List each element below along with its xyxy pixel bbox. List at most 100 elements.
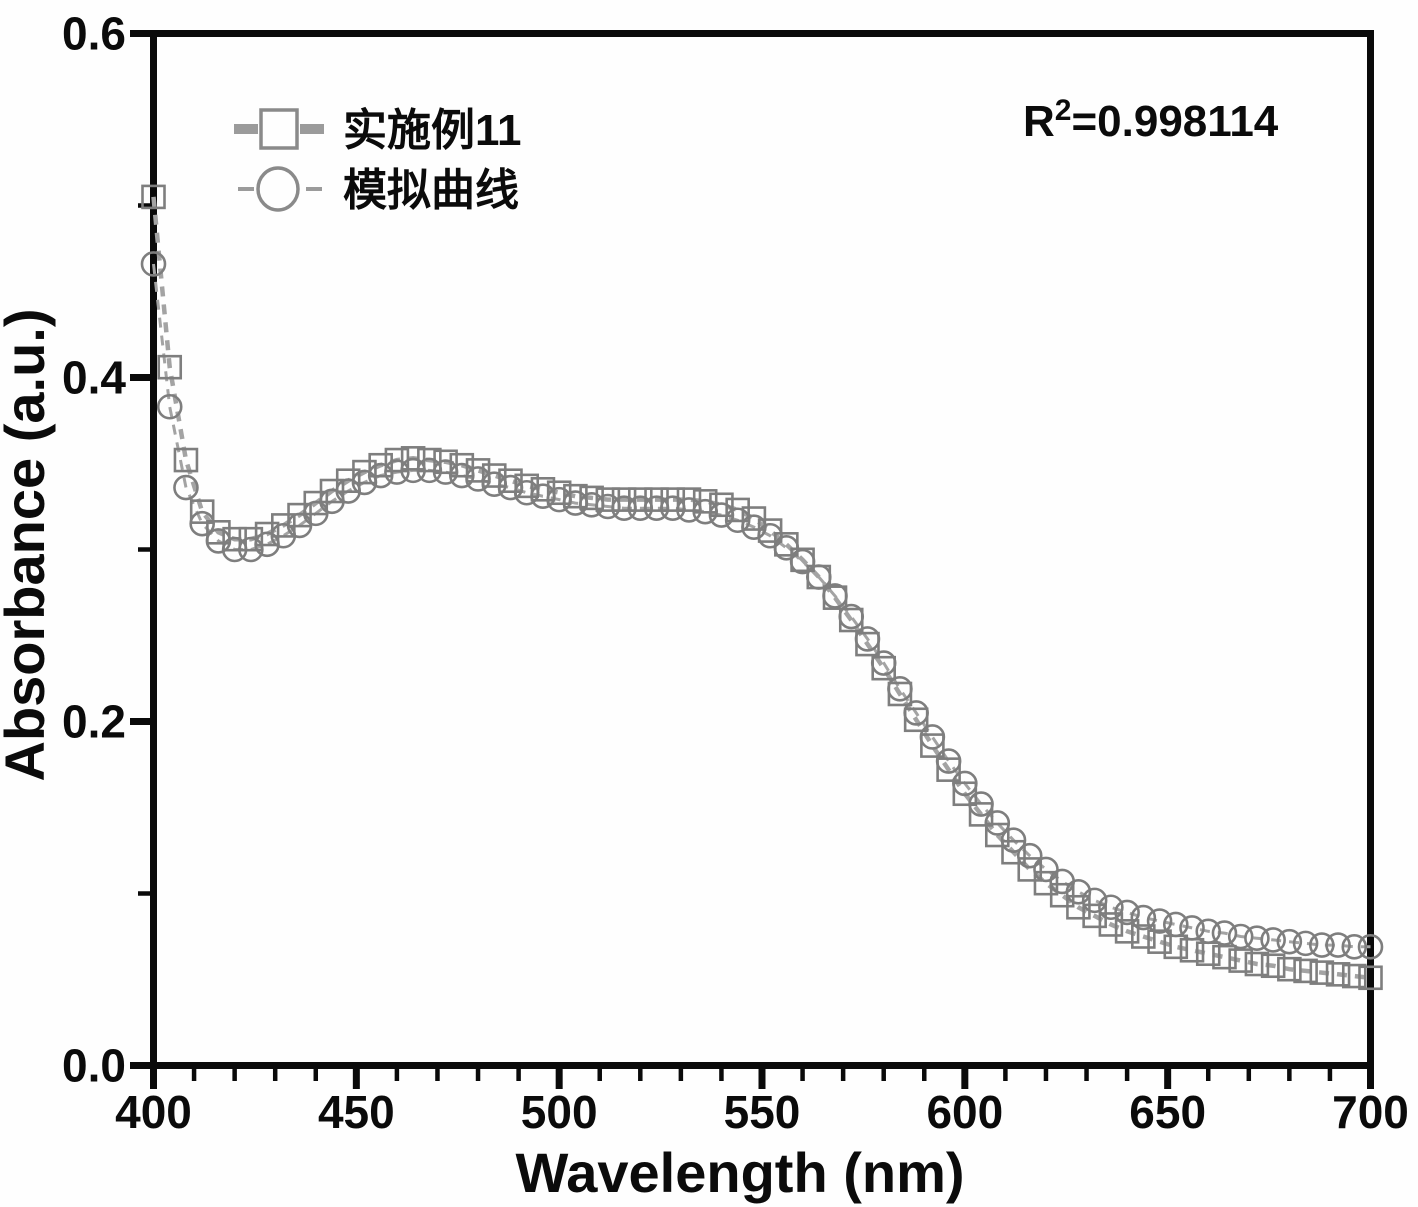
series-2-circle-marker [805,564,832,590]
series-2-circle-marker [562,490,589,516]
series-1-square-marker [1147,929,1172,954]
series-2-circle-marker [870,650,897,676]
series-2-circle-marker [1130,904,1157,931]
series-1-square-marker [611,487,637,512]
series-2-circle-marker [1162,911,1189,938]
series-1-square-marker [254,521,280,547]
series-2-circle-marker [238,536,264,563]
series-2-circle-marker [302,500,329,527]
legend: 实施例11 模拟曲线 [234,106,522,215]
series-1-square-marker [1098,912,1124,937]
series-2-circle-marker [449,462,475,489]
x-axis-tick-label: 700 [1332,1086,1409,1138]
series-1-square-marker [709,492,734,518]
series-2-circle-marker [481,471,508,497]
legend-circle-marker-icon [256,166,300,212]
series-1-square-marker [1325,962,1351,987]
series-1-square-marker [725,497,750,523]
x-axis-tick-label: 400 [115,1086,192,1138]
series-2-circle-marker [757,522,783,549]
series-2-circle-marker [335,478,362,504]
series-1-square-marker [498,468,523,494]
series-2-circle-marker [676,497,702,523]
y-axis-tick-label: 0.4 [62,352,126,404]
series-2-circle-marker [1033,856,1059,883]
series-2-circle-marker [221,536,248,563]
series-1-square-marker [984,822,1010,848]
series-2-circle-marker [384,459,410,485]
series-2-circle-marker [530,483,556,509]
series-1-square-marker [1066,894,1091,920]
series-1-square-marker [1001,839,1026,865]
series-2-circle-marker [838,603,865,630]
legend-square-marker-icon [259,108,299,150]
series-2-circle-marker [173,474,199,501]
series-1-square-marker [400,446,426,471]
series-1-square-marker [1309,960,1335,985]
legend-item-series-2: 模拟曲线 [238,166,519,215]
series-2-circle-marker [1260,927,1286,953]
series-1-square-marker [335,468,361,494]
series-1-square-marker [189,499,215,524]
series-2-circle-marker [1227,923,1254,950]
series-2-circle-marker [627,495,654,522]
series-2-circle-marker [741,514,767,540]
series-2-circle-marker [546,486,572,513]
series-1-square-marker [1244,951,1270,977]
series-2-circle-marker [513,479,540,506]
series-2-circle-marker [1081,887,1108,914]
series-2-circle-marker [1244,925,1270,952]
series-1-square-marker [627,487,653,512]
series-2-circle-marker [984,810,1011,836]
series-1-square-marker [1228,948,1253,973]
series-2-circle-marker [367,462,394,489]
series-2-circle-marker [286,512,313,539]
series-1-square-marker [968,802,994,827]
series-2-circle-marker [919,724,946,750]
series-2-circle-marker [1098,894,1124,921]
series-2-circle-marker [952,770,978,797]
series-1-square-marker [692,489,718,514]
series-1-square-marker [595,487,621,512]
series-2-circle-marker [595,493,621,520]
series-2-circle-marker [1292,930,1319,957]
series-2-circle-marker [578,491,605,518]
y-axis-title: Absorbance (a.u.) [0,309,56,782]
series-1-square-marker [141,184,166,210]
series-2-circle-marker [1325,932,1351,958]
series-2-circle-marker [1000,827,1027,853]
y-axis-tick-label: 0.2 [62,696,126,748]
series-1-square-marker [676,487,702,512]
series-2-circle-marker [1065,878,1092,905]
series-2-circle-marker [1211,920,1238,946]
series-1-square-marker [352,459,377,485]
series-2-circle-marker [351,469,378,496]
series-1-square-marker [1358,965,1383,991]
series-2-circle-marker [773,534,800,561]
series-2-circle-marker [1357,934,1384,960]
series-1-square-marker [920,733,945,758]
y-axis-tick-label: 0.0 [62,1040,126,1092]
series-1-square-marker [1212,944,1237,970]
x-axis-tick-label: 500 [521,1086,598,1138]
r-squared-annotation: R2=0.998114 [1023,94,1279,146]
series-2-circle-marker [903,700,929,726]
series-2-circle-marker [254,531,280,558]
series-2-circle-marker [1341,934,1368,960]
series-2-circle-marker [416,457,443,484]
series-1-square-marker [563,483,588,509]
series-1-square-marker [1082,903,1107,929]
series-2-circle-marker [1016,842,1043,869]
x-axis-tick-label: 450 [318,1086,395,1138]
series-2-circle-marker [935,748,962,774]
series-2-circle-marker [789,548,816,575]
series-2-circle-marker [497,474,524,501]
series-2-circle-marker [1114,899,1140,926]
series-1-square-marker [1277,956,1302,982]
y-axis-tick-label: 0.6 [62,8,126,60]
series-1-square-marker [903,707,929,733]
series-2-circle-marker [854,626,881,652]
series-1-square-marker [1293,958,1318,984]
legend-label-series-1: 实施例11 [343,106,522,155]
